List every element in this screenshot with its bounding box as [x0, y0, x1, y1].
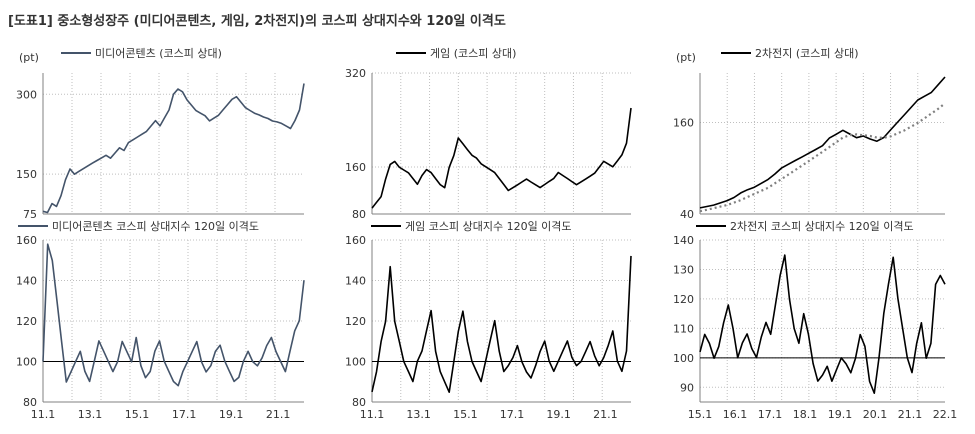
y-tick-label: 100 — [673, 352, 694, 365]
y-tick-label: 300 — [16, 88, 37, 101]
x-tick-label: 21.1 — [593, 408, 618, 421]
battery-gap-chart: 90 100 110 120 130 140 15.1 16.1 17.1 18.1 19.1 20.… — [673, 219, 957, 421]
unit-label: (pt) — [676, 51, 696, 64]
x-tick-label: 11.1 — [360, 408, 385, 421]
y-tick-label: 110 — [673, 322, 694, 335]
y-tick-label: 120 — [345, 315, 366, 328]
legend-label: 게임 (코스피 상대) — [430, 47, 516, 60]
media-rel-chart: 75 150 300 (pt) 미디어콘텐츠 (코스피 상대) — [16, 47, 305, 221]
x-tick-label: 21.1 — [898, 408, 923, 421]
x-tick-label: 19.1 — [828, 408, 853, 421]
legend-label: 미디어콘텐츠 코스피 상대지수 120일 이격도 — [52, 219, 259, 233]
y-tick-label: 80 — [352, 208, 366, 221]
legend-label: 게임 코스피 상대지수 120일 이격도 — [405, 219, 572, 233]
y-tick-label: 160 — [673, 117, 694, 130]
y-tick-label: 160 — [345, 161, 366, 174]
x-tick-label: 16.1 — [723, 408, 748, 421]
y-tick-label: 130 — [673, 263, 694, 276]
y-tick-label: 140 — [16, 275, 37, 288]
series-line — [699, 76, 946, 209]
y-tick-label: 150 — [16, 168, 37, 181]
x-tick-label: 21.1 — [266, 408, 291, 421]
figure-title: [도표1] 중소형성장주 (미디어콘텐츠, 게임, 2차전지)의 코스피 상대지… — [8, 14, 506, 29]
x-tick-label: 19.1 — [546, 408, 571, 421]
y-tick-label: 120 — [16, 315, 37, 328]
y-tick-label: 140 — [345, 275, 366, 288]
x-tick-label: 13.1 — [78, 408, 103, 421]
series-line — [371, 107, 632, 209]
series-line — [699, 102, 946, 213]
y-tick-label: 80 — [352, 396, 366, 409]
y-tick-label: 120 — [673, 293, 694, 306]
series-line — [42, 243, 305, 387]
x-tick-label: 15.1 — [453, 408, 478, 421]
x-tick-label: 15.1 — [688, 408, 713, 421]
series-line — [371, 255, 632, 394]
x-tick-label: 17.1 — [172, 408, 197, 421]
legend-label: 2차전지 코스피 상대지수 120일 이격도 — [730, 219, 914, 233]
y-tick-label: 75 — [23, 208, 37, 221]
y-tick-label: 160 — [345, 234, 366, 247]
x-tick-label: 18.1 — [793, 408, 818, 421]
legend-label: 2차전지 (코스피 상대) — [755, 47, 859, 60]
media-gap-chart: 80 100 120 140 160 11.1 13.1 15.1 17.1 19.1 21.1 미디… — [16, 219, 305, 421]
y-tick-label: 100 — [345, 356, 366, 369]
series-line — [42, 83, 305, 214]
game-rel-chart: 80 160 320 게임 (코스피 상대) — [345, 47, 632, 221]
x-tick-label: 11.1 — [31, 408, 56, 421]
y-tick-label: 320 — [345, 67, 366, 80]
battery-rel-chart: 40 160 (pt) 2차전지 (코스피 상대) — [673, 47, 946, 221]
y-tick-label: 140 — [673, 234, 694, 247]
y-tick-label: 100 — [16, 356, 37, 369]
x-tick-label: 15.1 — [125, 408, 150, 421]
game-gap-chart: 80 100 120 140 160 11.1 13.1 15.1 17.1 19.1 21.1 게임… — [345, 219, 632, 421]
x-tick-label: 20.1 — [863, 408, 888, 421]
y-tick-label: 160 — [16, 234, 37, 247]
y-tick-label: 40 — [680, 208, 694, 221]
x-tick-label: 17.1 — [500, 408, 525, 421]
y-tick-label: 90 — [680, 381, 694, 394]
unit-label: (pt) — [19, 51, 39, 64]
x-tick-label: 17.1 — [758, 408, 783, 421]
legend-label: 미디어콘텐츠 (코스피 상대) — [95, 47, 222, 60]
y-tick-label: 80 — [23, 396, 37, 409]
series-line — [699, 254, 946, 395]
x-tick-label: 13.1 — [406, 408, 431, 421]
x-tick-label: 19.1 — [219, 408, 244, 421]
x-tick-label: 22.1 — [933, 408, 958, 421]
